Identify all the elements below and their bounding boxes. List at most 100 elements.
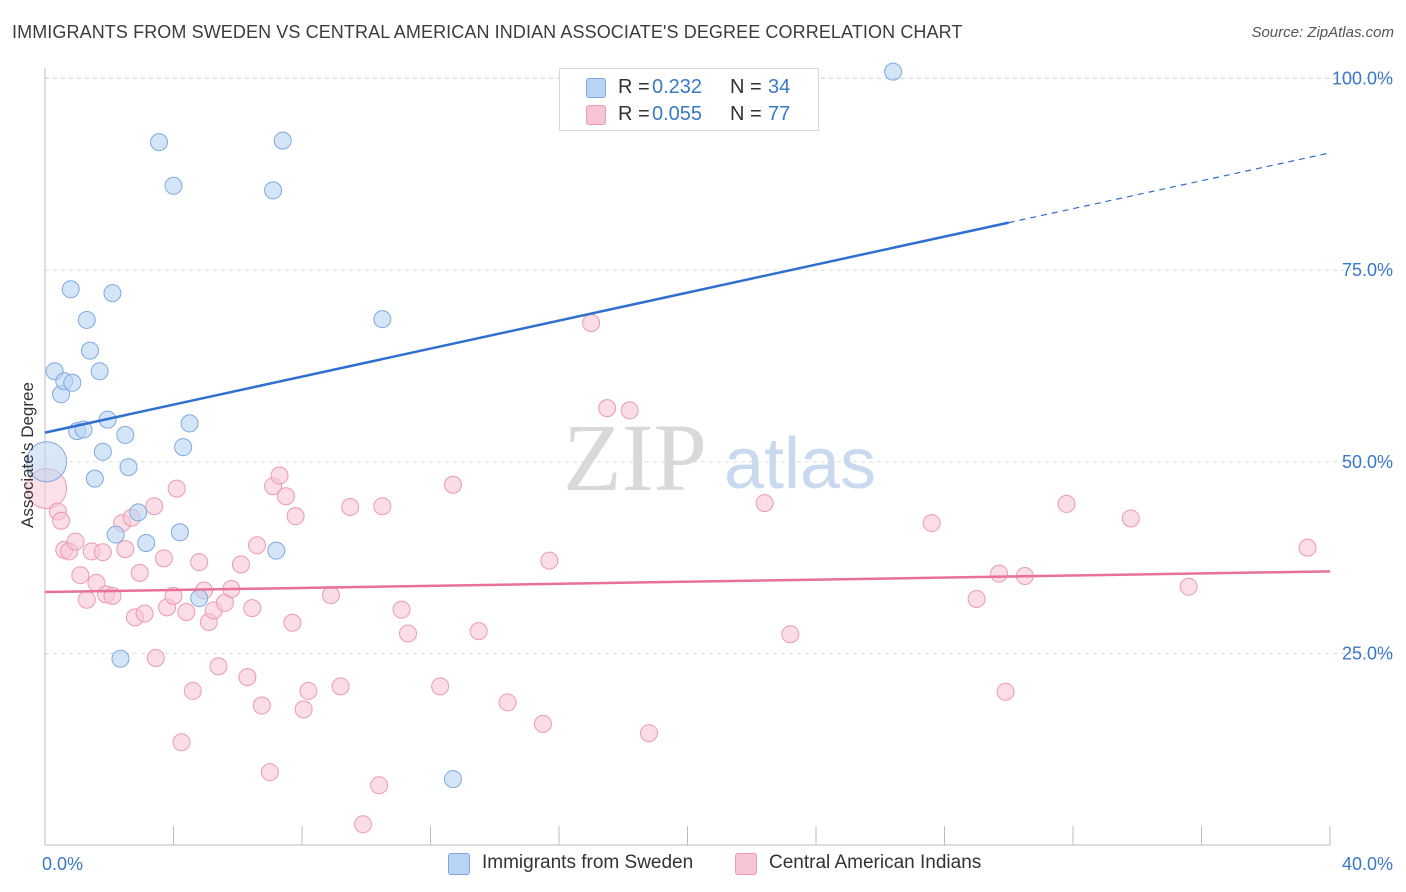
- legend-swatch-pink: [586, 105, 606, 125]
- data-point: [93, 543, 112, 562]
- legend-n-value: 77: [768, 103, 791, 125]
- data-point: [399, 624, 418, 643]
- data-point: [990, 564, 1009, 583]
- data-point: [392, 600, 411, 619]
- y-tick-label: 25.0%: [1342, 643, 1393, 663]
- data-point: [373, 310, 392, 329]
- y-axis-label: Associate's Degree: [18, 382, 37, 528]
- trendlines: [44, 152, 1331, 594]
- data-point: [1298, 538, 1317, 557]
- data-point: [598, 399, 617, 418]
- data-point: [331, 677, 350, 696]
- data-point: [111, 649, 130, 668]
- data-point: [264, 181, 283, 200]
- data-point: [1057, 494, 1076, 513]
- data-point: [276, 487, 295, 506]
- data-point: [63, 373, 82, 392]
- data-point: [119, 458, 138, 477]
- legend-label-sweden: Immigrants from Sweden: [482, 852, 694, 873]
- legend-n-label: N =: [730, 76, 762, 98]
- legend-n-label: N =: [730, 103, 762, 125]
- data-point: [137, 533, 156, 552]
- data-point: [71, 566, 90, 585]
- data-point: [341, 497, 360, 516]
- data-point: [129, 503, 148, 522]
- x-tick-label-max: 40.0%: [1342, 854, 1393, 874]
- data-point: [231, 555, 250, 574]
- watermark-atlas: atlas: [724, 424, 876, 504]
- watermark-zip: ZIP: [563, 404, 707, 511]
- data-point: [243, 599, 262, 618]
- data-point: [146, 648, 165, 667]
- data-point: [167, 479, 186, 498]
- trendline-sweden: [44, 221, 1010, 434]
- data-point: [174, 438, 193, 457]
- bottom-legend-sweden[interactable]: Immigrants from Sweden: [448, 852, 718, 876]
- data-point: [884, 62, 903, 81]
- legend-r-value: 0.055: [652, 103, 703, 125]
- trendline-sweden-extension: [1008, 152, 1331, 224]
- legend-swatch-pink: [735, 853, 757, 875]
- data-point: [116, 425, 135, 444]
- data-point: [130, 563, 149, 582]
- bottom-legend-central-american[interactable]: Central American Indians: [735, 852, 1005, 876]
- data-point: [469, 622, 488, 641]
- data-point: [209, 657, 228, 676]
- data-point: [620, 401, 639, 420]
- data-point: [85, 469, 104, 488]
- y-tick-label: 100.0%: [1332, 69, 1393, 89]
- data-point: [90, 362, 109, 381]
- source-label: Source: ZipAtlas.com: [1251, 24, 1394, 41]
- data-point: [190, 589, 209, 608]
- series-immigrants-from-sweden: [26, 62, 903, 789]
- data-point: [639, 724, 658, 743]
- legend-n-value: 34: [768, 76, 791, 98]
- data-point: [294, 700, 313, 719]
- data-point: [283, 613, 302, 632]
- data-point: [273, 131, 292, 150]
- legend-label-central-american: Central American Indians: [769, 852, 982, 873]
- data-point: [154, 549, 173, 568]
- stats-legend: R = 0.232 N = 34 R = 0.055 N = 77: [559, 68, 819, 131]
- data-point: [755, 494, 774, 513]
- data-point: [1179, 577, 1198, 596]
- data-point: [582, 314, 601, 333]
- y-tick-label: 75.0%: [1342, 260, 1393, 280]
- data-point: [354, 815, 373, 834]
- data-point: [248, 536, 267, 555]
- data-point: [164, 586, 183, 605]
- data-point: [431, 677, 450, 696]
- data-point: [373, 497, 392, 516]
- watermark: ZIP atlas: [563, 404, 876, 511]
- data-point: [177, 602, 196, 621]
- data-point: [996, 682, 1015, 701]
- data-point: [106, 525, 125, 544]
- x-tick-label-min: 0.0%: [42, 854, 83, 874]
- data-point: [443, 770, 462, 789]
- data-point: [172, 733, 191, 752]
- data-point: [270, 466, 289, 485]
- data-point: [180, 414, 199, 433]
- data-point: [238, 668, 257, 687]
- data-point: [267, 541, 286, 560]
- data-point: [286, 507, 305, 526]
- data-point: [533, 714, 552, 733]
- data-point: [61, 280, 80, 299]
- data-point: [781, 625, 800, 644]
- data-point: [164, 176, 183, 195]
- legend-swatch-blue: [448, 853, 470, 875]
- data-point: [77, 590, 96, 609]
- data-point: [77, 310, 96, 329]
- data-point: [52, 511, 71, 530]
- chart-title: IMMIGRANTS FROM SWEDEN VS CENTRAL AMERIC…: [12, 22, 963, 42]
- data-point: [135, 604, 154, 623]
- trendline-central-american: [44, 570, 1331, 594]
- data-point: [80, 341, 99, 360]
- data-point: [66, 532, 85, 551]
- legend-r-value: 0.232: [652, 76, 703, 98]
- data-point: [145, 497, 164, 516]
- data-point: [370, 776, 389, 795]
- data-point: [26, 441, 68, 483]
- data-point: [540, 551, 559, 570]
